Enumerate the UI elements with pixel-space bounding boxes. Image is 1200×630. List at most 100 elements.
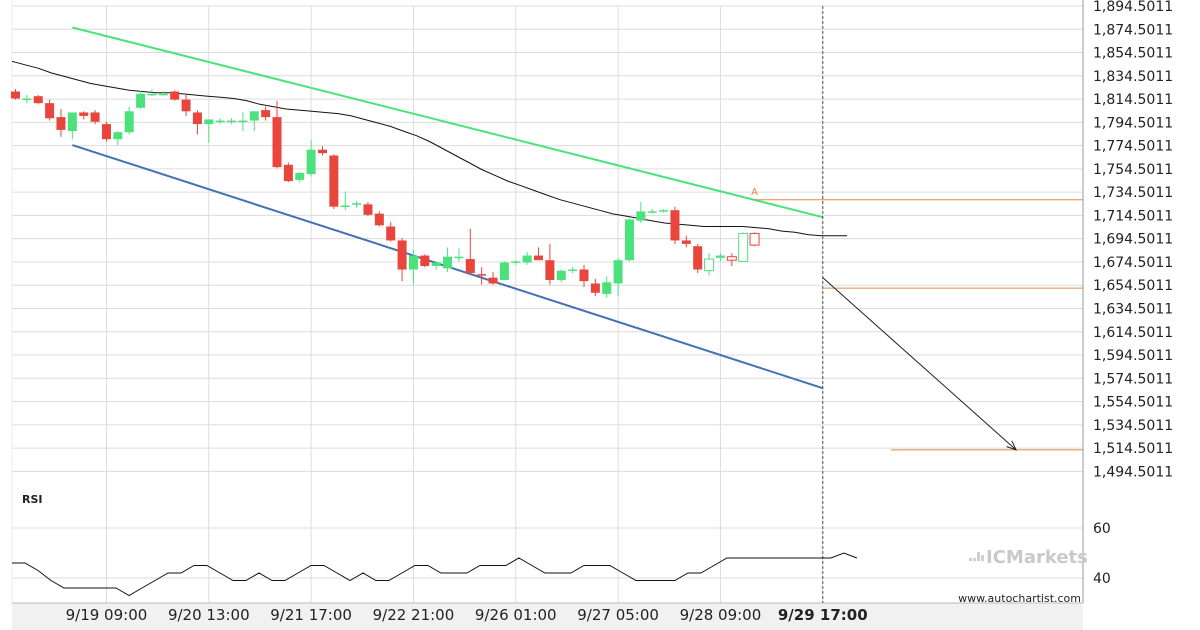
- candle-body: [443, 256, 453, 269]
- candle-body: [192, 112, 202, 125]
- candle: [204, 119, 214, 143]
- rsi-tick-label: 60: [1093, 521, 1111, 537]
- candle: [738, 232, 749, 262]
- y-tick-label: 1,754.5011: [1093, 162, 1173, 178]
- candle: [590, 278, 600, 297]
- candle: [192, 110, 202, 135]
- candle-body: [408, 255, 418, 270]
- candle: [602, 276, 612, 298]
- candle: [90, 110, 100, 125]
- x-axis: 9/19 09:00 9/20 13:00 9/21 17:00 9/22 21:00…: [66, 606, 868, 624]
- y-tick-label: 1,694.5011: [1093, 232, 1173, 248]
- candle-body: [636, 211, 646, 221]
- moving-average-line: [11, 60, 848, 237]
- candle: [499, 261, 509, 280]
- candle: [624, 218, 634, 262]
- y-axis: 1,894.5011 1,874.5011 1,854.5011 1,834.5011…: [1093, 0, 1173, 587]
- candle-body: [249, 111, 259, 121]
- candle-body: [511, 261, 521, 263]
- watermark-text: ICMarkets: [986, 547, 1088, 568]
- y-tick-label: 1,834.5011: [1093, 69, 1173, 85]
- candle-body: [374, 213, 384, 226]
- candle: [465, 228, 475, 276]
- candle: [101, 121, 111, 142]
- candle-body: [295, 172, 305, 180]
- y-tick-label: 1,874.5011: [1093, 22, 1173, 38]
- projection-arrow-line: [822, 277, 1017, 451]
- candle-body: [101, 124, 111, 140]
- candle: [556, 269, 566, 283]
- y-tick-label: 1,614.5011: [1093, 325, 1173, 341]
- candle: [374, 211, 384, 227]
- candle-body: [693, 246, 703, 270]
- candle-body: [261, 110, 271, 118]
- candle-body: [340, 205, 350, 208]
- candle-body: [204, 119, 214, 125]
- x-tick-label: 9/19 09:00: [66, 606, 148, 624]
- candles-layer: [11, 89, 760, 298]
- candle-body: [238, 120, 248, 123]
- candle: [317, 146, 327, 156]
- y-tick-label: 1,594.5011: [1093, 348, 1173, 364]
- candle: [363, 202, 373, 216]
- candle-body: [590, 283, 600, 293]
- candle-body: [124, 111, 134, 133]
- candle-body: [431, 262, 441, 267]
- candle-body: [556, 270, 566, 280]
- candle: [306, 140, 316, 177]
- candle-body: [181, 99, 191, 112]
- candle: [726, 253, 737, 267]
- trendline-resistance: [72, 26, 824, 219]
- candle-body: [272, 117, 282, 168]
- y-tick-label: 1,814.5011: [1093, 92, 1173, 108]
- y-tick-label: 1,494.5011: [1093, 464, 1173, 480]
- candle: [579, 264, 589, 287]
- x-tick-label: 9/21 17:00: [270, 606, 352, 624]
- y-tick-label: 1,854.5011: [1093, 46, 1173, 62]
- candle-body: [147, 93, 157, 96]
- candle: [431, 261, 441, 270]
- candle-body: [352, 203, 362, 205]
- candle-body: [386, 226, 396, 241]
- candle: [681, 235, 691, 248]
- candle: [170, 90, 180, 101]
- y-tick-label: 1,674.5011: [1093, 255, 1173, 271]
- x-tick-label: 9/27 05:00: [577, 606, 659, 624]
- candle-body: [306, 149, 316, 175]
- candle-body: [704, 258, 715, 272]
- candle-body: [499, 262, 509, 280]
- candle-body: [79, 112, 89, 116]
- candle: [704, 253, 715, 276]
- x-tick-label: 9/29 17:00: [778, 606, 868, 624]
- annotation-layer: A: [751, 6, 1083, 603]
- candle: [283, 162, 293, 183]
- rsi-label: RSI: [22, 493, 43, 506]
- moving-average-layer: [11, 60, 848, 237]
- candle-body: [647, 211, 657, 213]
- candle-body: [624, 219, 634, 261]
- candle: [261, 106, 271, 121]
- y-tick-label: 1,734.5011: [1093, 185, 1173, 201]
- y-tick-label: 1,894.5011: [1093, 0, 1173, 15]
- footer-url: www.autochartist.com: [958, 592, 1081, 605]
- candle: [454, 248, 464, 262]
- candle: [147, 89, 157, 97]
- candle-body: [670, 210, 680, 241]
- candle: [352, 200, 362, 208]
- y-tick-label: 1,574.5011: [1093, 371, 1173, 387]
- candle: [636, 202, 646, 223]
- candle: [227, 118, 237, 125]
- candle-body: [454, 256, 464, 259]
- candle: [249, 111, 259, 132]
- candle-body: [170, 91, 180, 100]
- watermark-logo: ICMarkets: [969, 547, 1088, 568]
- y-tick-label: 1,654.5011: [1093, 278, 1173, 294]
- candle: [488, 271, 498, 285]
- candle: [79, 111, 89, 120]
- candle: [670, 206, 680, 244]
- candle: [33, 95, 43, 105]
- rsi-line: [12, 552, 858, 597]
- candle: [545, 243, 555, 285]
- candle: [181, 95, 191, 116]
- rsi-tick-label: 40: [1093, 571, 1111, 587]
